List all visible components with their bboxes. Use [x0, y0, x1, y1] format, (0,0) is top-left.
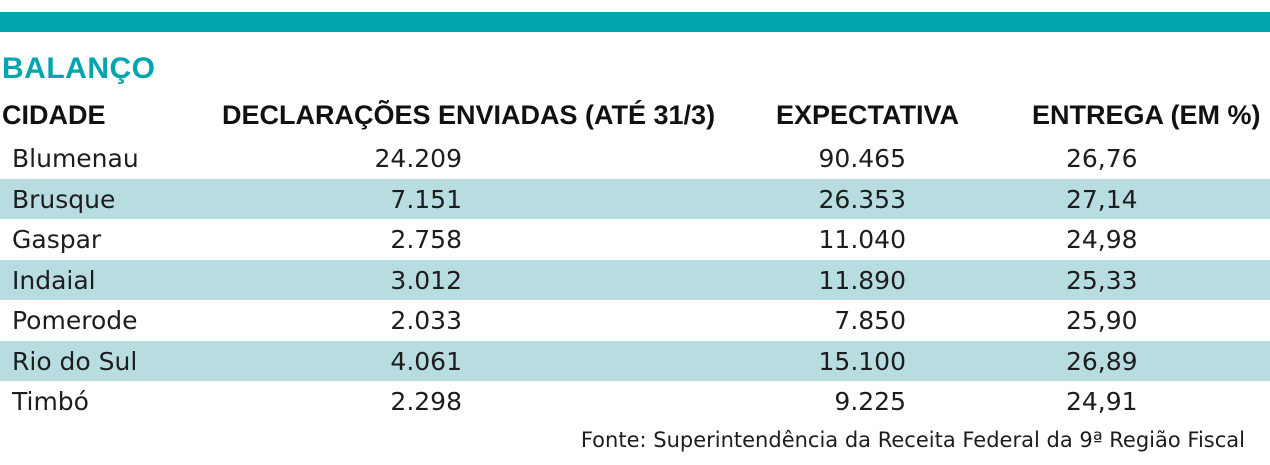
cell-city: Blumenau	[12, 144, 139, 173]
table-header: CIDADE DECLARAÇÕES ENVIADAS (ATÉ 31/3) E…	[0, 100, 1270, 138]
table-row: Blumenau 24.209 90.465 26,76	[0, 138, 1270, 179]
cell-expectation: 11.040	[818, 225, 906, 254]
cell-delivery: 27,14	[1066, 184, 1138, 214]
cell-declarations: 24.209	[374, 144, 462, 173]
top-accent-bar	[0, 12, 1270, 32]
table-row: Pomerode 2.033 7.850 25,90	[0, 300, 1270, 341]
table-body: Blumenau 24.209 90.465 26,76 Brusque 7.1…	[0, 138, 1270, 422]
cell-city: Indaial	[12, 265, 96, 295]
table-row: Rio do Sul 4.061 15.100 26,89	[0, 340, 1270, 381]
table-row: Indaial 3.012 11.890 25,33	[0, 259, 1270, 300]
cell-city: Rio do Sul	[12, 346, 138, 376]
cell-delivery: 25,33	[1066, 265, 1138, 295]
table-row: Timbó 2.298 9.225 24,91	[0, 381, 1270, 422]
cell-declarations: 2.758	[390, 225, 462, 254]
cell-expectation: 26.353	[818, 184, 906, 214]
cell-delivery: 26,76	[1066, 144, 1138, 173]
header-delivery: ENTREGA (EM %)	[1032, 100, 1261, 130]
cell-city: Timbó	[12, 387, 89, 416]
cell-declarations: 2.298	[390, 387, 462, 416]
cell-expectation: 7.850	[834, 306, 906, 335]
source-note: Fonte: Superintendência da Receita Feder…	[580, 428, 1245, 452]
cell-expectation: 9.225	[834, 387, 906, 416]
cell-declarations: 2.033	[390, 306, 462, 335]
table-row: Brusque 7.151 26.353 27,14	[0, 178, 1270, 219]
cell-delivery: 24,91	[1066, 387, 1138, 416]
cell-city: Gaspar	[12, 225, 102, 254]
cell-declarations: 4.061	[390, 346, 462, 376]
cell-delivery: 26,89	[1066, 346, 1138, 376]
cell-delivery: 25,90	[1066, 306, 1138, 335]
header-declarations: DECLARAÇÕES ENVIADAS (ATÉ 31/3)	[222, 100, 716, 130]
cell-expectation: 90.465	[818, 144, 906, 173]
cell-declarations: 3.012	[390, 265, 462, 295]
header-city: CIDADE	[2, 100, 106, 130]
cell-expectation: 11.890	[818, 265, 906, 295]
table-row: Gaspar 2.758 11.040 24,98	[0, 219, 1270, 260]
cell-delivery: 24,98	[1066, 225, 1138, 254]
cell-city: Pomerode	[12, 306, 138, 335]
header-expectation: EXPECTATIVA	[776, 100, 960, 130]
cell-city: Brusque	[12, 184, 116, 214]
cell-declarations: 7.151	[390, 184, 462, 214]
table-title: BALANÇO	[2, 52, 156, 85]
cell-expectation: 15.100	[818, 346, 906, 376]
